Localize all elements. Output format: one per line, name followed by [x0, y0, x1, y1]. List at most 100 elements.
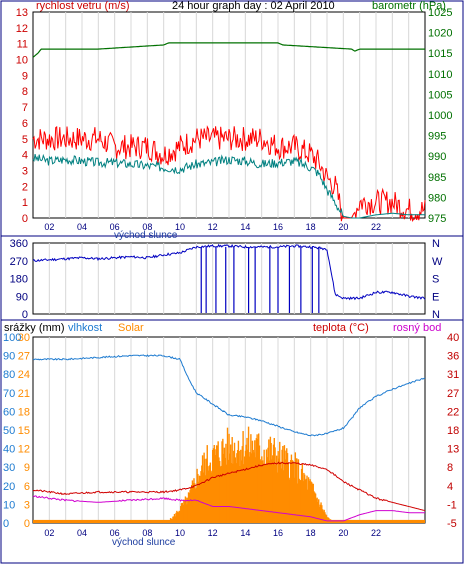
- solar-bar: [264, 464, 266, 523]
- solar-bar: [221, 441, 223, 523]
- solar-bar: [190, 485, 193, 523]
- degree-tick-labels: 0 90 180 270 360: [10, 238, 28, 321]
- hour-tick-labels-bottom: 02 04 06 08 10 12 14 16 18 20 22: [44, 528, 381, 538]
- hour-tick: 20: [338, 528, 348, 538]
- humidity-tick: 90: [3, 351, 15, 363]
- solar-bar: [239, 466, 241, 523]
- solar-bar: [243, 464, 245, 523]
- rain-temp-panel: srážky (mm) vlhkost Solar teplota (°C) r…: [3, 322, 459, 548]
- solar-bar: [202, 472, 205, 523]
- solar-bar: [269, 436, 272, 523]
- solar-bar: [230, 462, 233, 523]
- hour-tick-labels: 02 04 06 08 10 12 14 16 18 20 22: [44, 222, 381, 232]
- solar-bar: [314, 492, 316, 523]
- solar-bar: [318, 499, 320, 523]
- wind-tick: 13: [16, 7, 28, 19]
- hour-tick: 22: [371, 222, 381, 232]
- solar-bar: [274, 447, 276, 523]
- solar-bar: [325, 515, 328, 523]
- wind-tick: 6: [22, 118, 28, 130]
- degree-tick: 360: [10, 238, 28, 250]
- solar-bar: [240, 460, 243, 523]
- wind-tick: 3: [22, 165, 28, 177]
- hour-tick: 04: [77, 222, 87, 232]
- solar-bar: [208, 465, 211, 523]
- solar-bar: [318, 506, 321, 523]
- solar-bar: [268, 460, 271, 523]
- dew-point-axis-label: rosný bod: [393, 322, 441, 334]
- hour-tick: 20: [338, 222, 348, 232]
- temperature-line: [32, 461, 426, 512]
- solar-bar: [229, 453, 231, 523]
- solar-bar: [246, 437, 248, 523]
- rain-tick: 3: [24, 499, 30, 511]
- solar-bar: [212, 448, 215, 523]
- pressure-tick: 990: [428, 151, 446, 163]
- wind-tick: 12: [16, 23, 28, 35]
- temperature-tick: -1: [447, 499, 457, 511]
- temperature-tick: -5: [447, 518, 457, 530]
- temperature-tick: 40: [447, 332, 459, 344]
- solar-bar: [261, 456, 263, 523]
- humidity-line: [32, 354, 426, 437]
- solar-bar: [250, 453, 253, 523]
- solar-bar: [323, 509, 325, 523]
- solar-bar: [193, 478, 195, 523]
- solar-bar: [245, 444, 247, 523]
- hour-tick: 08: [142, 222, 152, 232]
- solar-bar: [225, 443, 227, 523]
- rain-tick: 27: [18, 351, 30, 363]
- solar-bar: [169, 518, 172, 523]
- solar-bar: [229, 444, 232, 523]
- solar-bar: [216, 445, 219, 523]
- hour-tick: 06: [110, 222, 120, 232]
- hour-tick: 18: [306, 222, 316, 232]
- solar-bar: [275, 464, 277, 523]
- solar-bar: [207, 466, 209, 523]
- wind-tick: 1: [22, 197, 28, 209]
- solar-bar: [256, 434, 258, 523]
- humidity-tick: 100: [3, 332, 21, 344]
- solar-bar: [279, 461, 282, 523]
- solar-bar: [197, 481, 200, 523]
- solar-bar: [285, 450, 287, 523]
- solar-bar: [277, 451, 279, 523]
- humidity-tick: 30: [3, 462, 15, 474]
- temperature-tick: 27: [447, 388, 459, 400]
- degree-tick: 90: [16, 291, 28, 303]
- solar-bar: [255, 438, 258, 523]
- solar-bar: [312, 483, 314, 523]
- solar-bar: [293, 462, 295, 523]
- solar-bar: [166, 521, 168, 523]
- solar-bar: [307, 489, 309, 523]
- solar-bar: [262, 463, 265, 523]
- dew-point-line: [32, 495, 425, 522]
- rain-tick: 15: [18, 425, 30, 437]
- pressure-tick: 1020: [428, 28, 452, 40]
- wind-tick: 2: [22, 181, 28, 193]
- solar-bar: [236, 450, 239, 523]
- solar-bar: [322, 511, 325, 523]
- solar-bar: [233, 450, 235, 523]
- solar-bar: [224, 457, 226, 523]
- solar-bar: [315, 498, 318, 523]
- solar-bar: [304, 479, 307, 523]
- rain-tick-labels: 0 3 6 9 12 15 18 21 24 27 30: [18, 332, 30, 530]
- solar-bar: [205, 458, 208, 523]
- solar-bar: [282, 446, 284, 523]
- temperature-tick: 8: [447, 462, 453, 474]
- solar-bar: [250, 434, 252, 523]
- hour-tick: 08: [142, 528, 152, 538]
- solar-bar: [331, 520, 333, 523]
- solar-bar: [190, 488, 192, 523]
- solar-bar: [188, 493, 191, 523]
- solar-bar: [272, 455, 274, 523]
- solar-bar: [251, 440, 254, 523]
- solar-bar: [288, 477, 290, 523]
- solar-bar: [281, 449, 283, 523]
- solar-bar: [199, 476, 201, 523]
- solar-bar: [283, 445, 286, 523]
- solar-bar: [192, 483, 194, 523]
